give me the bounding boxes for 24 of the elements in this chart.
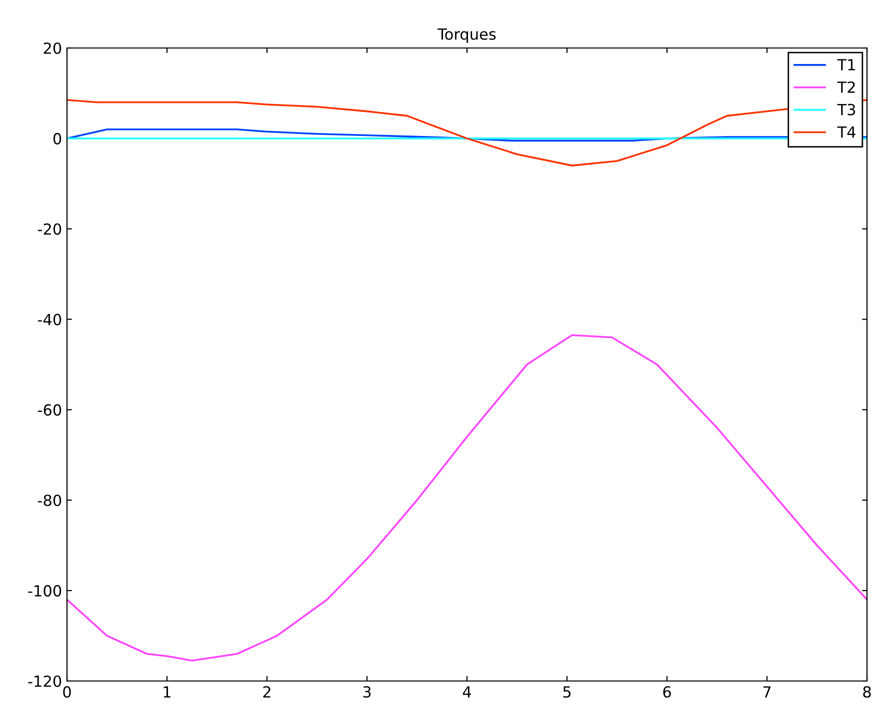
legend-label: T2: [837, 81, 855, 93]
y-tick-label: -120: [28, 675, 62, 688]
y-tick-label: -20: [38, 223, 62, 235]
y-tick-label: -80: [38, 494, 62, 506]
x-tick-label: 6: [663, 686, 671, 698]
y-tick-label: -100: [28, 585, 62, 597]
x-tick-label: 1: [164, 686, 170, 698]
x-tick-label: 4: [462, 686, 472, 698]
legend-label: T1: [837, 59, 855, 70]
x-tick-label: 3: [363, 686, 371, 698]
y-tick-label: 0: [53, 132, 62, 144]
y-tick-label: -60: [38, 404, 62, 416]
line-series: [67, 334, 867, 662]
x-tick-label: 5: [563, 686, 571, 698]
x-tick-label: 2: [263, 686, 270, 698]
chart-title: Torques: [438, 28, 496, 43]
legend-label: T4: [837, 126, 856, 138]
legend-label: T3: [837, 104, 856, 116]
y-tick-label: 20: [44, 42, 62, 54]
x-tick-label: 0: [63, 686, 71, 698]
line-series: [67, 99, 867, 166]
y-tick-label: -40: [38, 314, 62, 326]
x-tick-label: 8: [863, 686, 871, 698]
x-tick-label: 7: [763, 686, 771, 698]
